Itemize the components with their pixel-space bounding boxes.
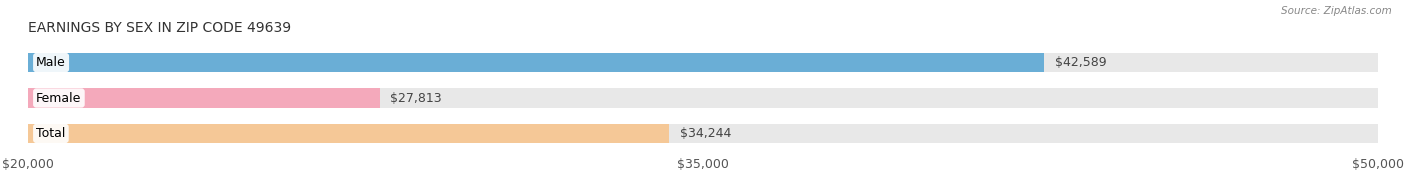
Text: $34,244: $34,244 [679,127,731,140]
Bar [28,53,1045,72]
Bar [28,124,669,143]
Text: Total: Total [37,127,66,140]
Bar [28,53,1378,72]
Text: Female: Female [37,92,82,104]
Text: $27,813: $27,813 [391,92,441,104]
Bar [28,88,1378,108]
Text: EARNINGS BY SEX IN ZIP CODE 49639: EARNINGS BY SEX IN ZIP CODE 49639 [28,21,291,35]
Text: Male: Male [37,56,66,69]
Bar [28,88,380,108]
Bar [28,124,1378,143]
Text: $42,589: $42,589 [1056,56,1107,69]
Text: Source: ZipAtlas.com: Source: ZipAtlas.com [1281,6,1392,16]
